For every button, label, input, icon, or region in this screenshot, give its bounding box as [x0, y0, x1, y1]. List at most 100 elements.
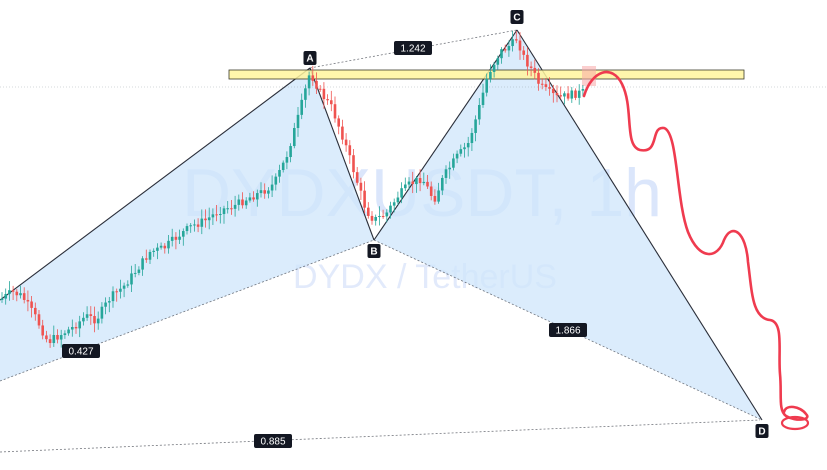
candle-body — [478, 105, 481, 120]
pattern-labels: A B C D 0.427 1.242 1.866 0.885 — [62, 10, 769, 448]
candle-body — [455, 153, 459, 159]
candle-body — [452, 158, 455, 168]
candle-body — [548, 86, 551, 89]
candle-body — [207, 217, 211, 221]
candle-body — [511, 39, 514, 47]
candle-body — [392, 202, 396, 206]
candle-body — [170, 236, 174, 241]
candle-body — [193, 224, 196, 226]
ratio-label-text: 1.242 — [400, 44, 425, 55]
candle-body — [11, 290, 15, 292]
point-label-text: D — [758, 427, 765, 438]
candle-body — [518, 40, 522, 51]
candle-body — [581, 89, 585, 91]
candle-body — [559, 95, 562, 97]
candle-body — [352, 155, 355, 173]
candle-body — [333, 104, 337, 119]
candle-body — [259, 190, 263, 194]
candle-body — [104, 302, 107, 307]
projection-path — [582, 70, 809, 421]
candle-body — [215, 214, 218, 216]
candle-body — [481, 92, 485, 106]
candle-body — [311, 75, 315, 81]
candle-body — [230, 208, 233, 210]
candle-body — [359, 182, 363, 191]
candle-body — [459, 149, 463, 154]
candle-body — [304, 88, 307, 100]
candle-body — [163, 245, 167, 249]
candle-body — [533, 67, 537, 73]
candle-body — [248, 197, 252, 201]
candle-body — [448, 167, 451, 170]
candle-body — [474, 119, 477, 133]
candle-body — [529, 66, 533, 68]
candle-body — [200, 218, 204, 227]
candle-body — [503, 49, 507, 51]
candle-body — [122, 285, 126, 289]
leg-ab — [309, 67, 375, 241]
candle-body — [285, 157, 289, 163]
candle-body — [37, 314, 41, 326]
candle-body — [444, 169, 448, 178]
candle-body — [178, 236, 181, 240]
candle-body — [4, 294, 7, 299]
ratio-label-text: 1.866 — [555, 326, 580, 337]
candle-body — [267, 190, 270, 194]
candle-body — [100, 306, 104, 319]
candle-body — [344, 139, 348, 146]
ratio-line-xd — [0, 419, 761, 453]
candle-body — [355, 172, 359, 183]
candle-body — [500, 49, 503, 59]
candle-body — [574, 90, 577, 98]
candle-body — [219, 214, 222, 216]
candle-body — [71, 327, 74, 330]
candle-body — [141, 258, 144, 270]
candle-body — [156, 247, 159, 251]
ratio-label-x-b: 0.427 — [62, 344, 100, 358]
ratio-label-bg — [254, 434, 292, 448]
ratio-label-a-c: 1.242 — [394, 41, 432, 55]
candle-body — [111, 291, 115, 302]
candle-body — [278, 169, 281, 177]
ratio-label-bg — [394, 41, 432, 55]
candle-body — [389, 205, 392, 213]
candle-body — [296, 114, 300, 129]
candle-body — [145, 258, 148, 260]
candle-body — [30, 301, 33, 308]
candle-body — [19, 293, 22, 296]
point-label-text: B — [370, 247, 377, 258]
candle-body — [404, 184, 407, 189]
candle-body — [241, 199, 244, 206]
candle-body — [233, 204, 237, 209]
candle-body — [174, 236, 178, 240]
candle-body — [315, 80, 318, 89]
candle-body — [307, 75, 311, 89]
candle-body — [374, 216, 377, 221]
candle-body — [244, 200, 248, 206]
candle-body — [570, 90, 574, 99]
candle-body — [270, 184, 274, 191]
candle-body — [407, 181, 411, 185]
candle-body — [348, 145, 352, 156]
candle-body — [318, 88, 322, 90]
candle-body — [119, 288, 122, 292]
candle-body — [167, 240, 170, 249]
candle-body — [196, 224, 200, 227]
point-label-bg — [367, 244, 381, 258]
candle-body — [555, 93, 559, 96]
candle-body — [41, 325, 44, 336]
candle-body — [522, 50, 525, 55]
candle-body — [289, 146, 292, 158]
candle-body — [381, 216, 385, 218]
candle-body — [566, 93, 570, 99]
candle-body — [126, 284, 130, 286]
candle-body — [256, 193, 259, 200]
point-label-b: B — [367, 244, 381, 258]
ratio-label-text: 0.885 — [260, 437, 285, 448]
candle-body — [237, 199, 241, 205]
candle-body — [463, 147, 466, 150]
point-label-bg — [510, 10, 524, 24]
ratio-label-x-d: 0.885 — [254, 434, 292, 448]
candle-body — [470, 132, 474, 144]
candle-body — [159, 245, 163, 248]
